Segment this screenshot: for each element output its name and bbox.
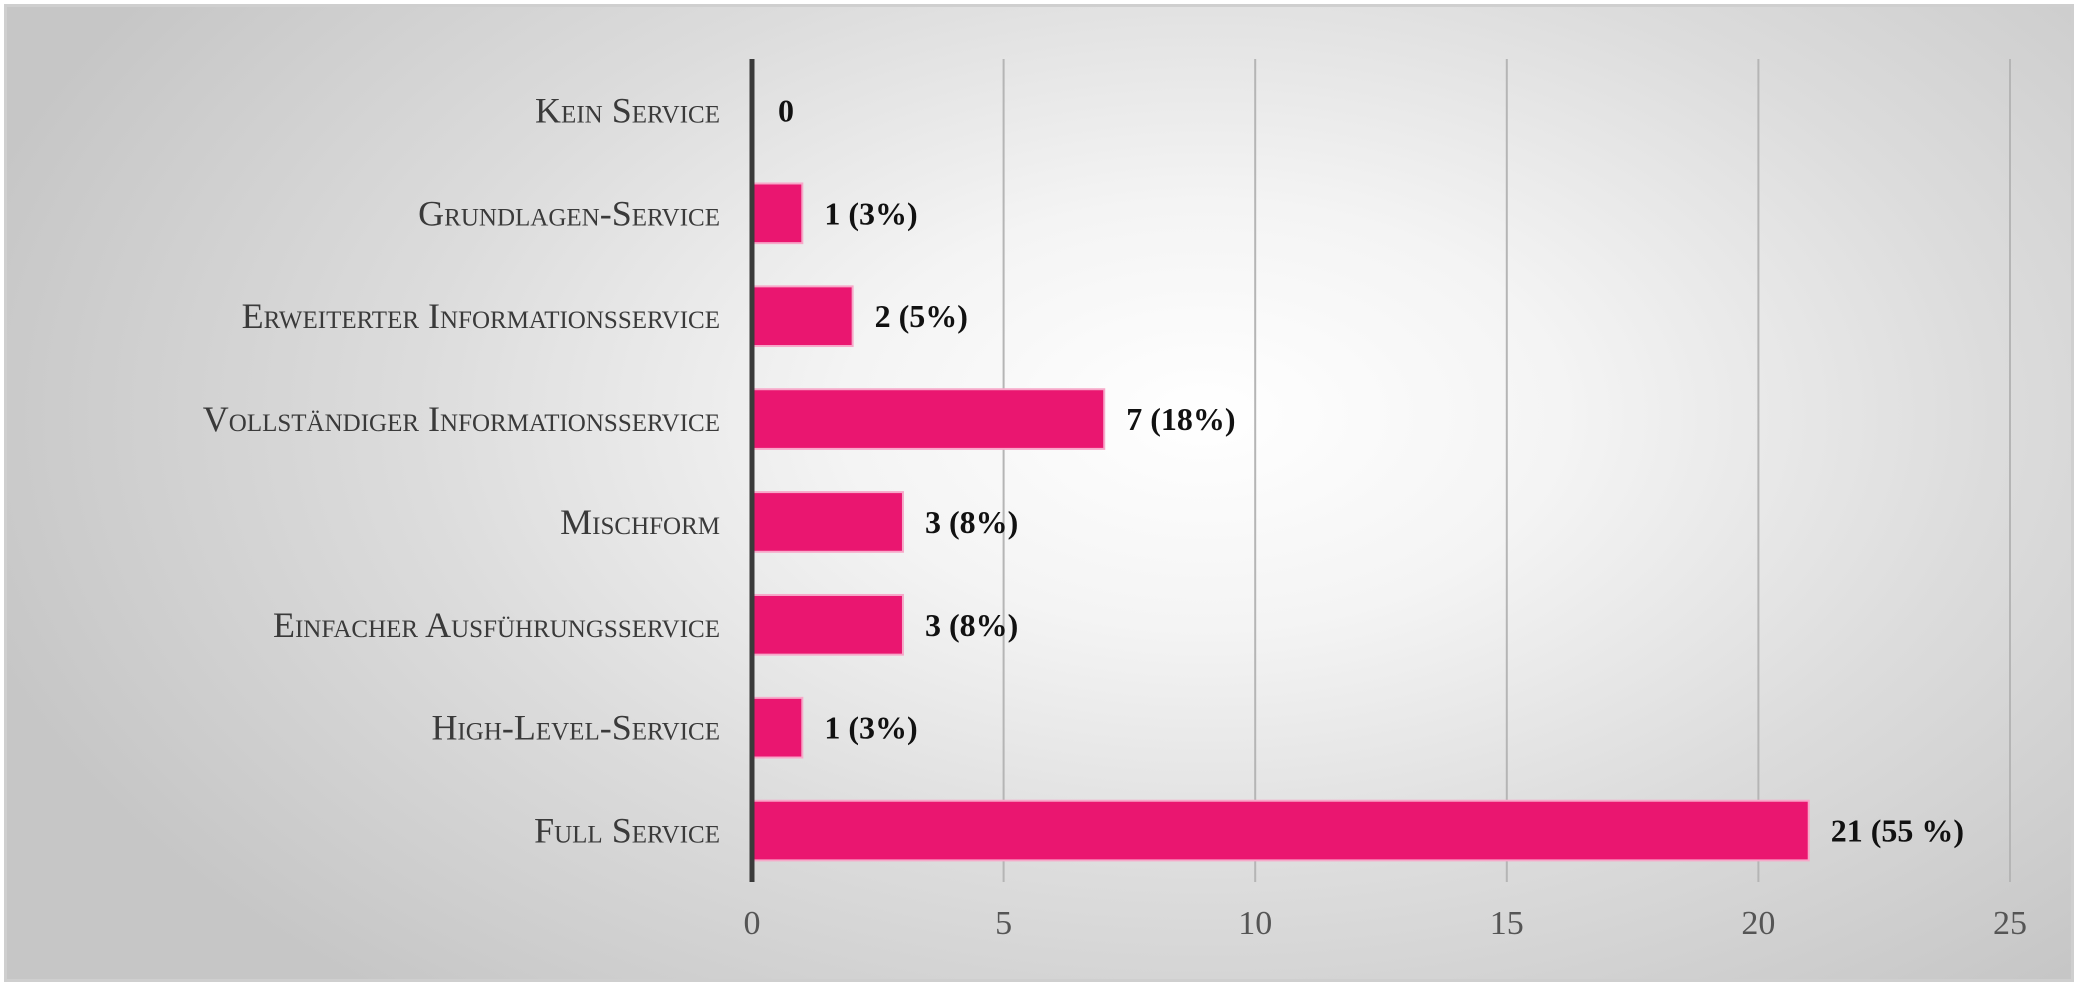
category-label: Vollständiger Informationsservice — [203, 399, 720, 439]
bar — [751, 491, 904, 553]
category-label: Grundlagen-Service — [418, 193, 720, 233]
data-label: 1 (3%) — [824, 195, 917, 231]
data-label: 3 (8%) — [925, 607, 1018, 643]
data-label: 2 (5%) — [875, 298, 968, 334]
data-label: 21 (55 %) — [1831, 813, 1964, 849]
category-label: Einfacher Ausführungsservice — [273, 605, 720, 645]
bar — [751, 182, 804, 245]
category-labels: Kein Service Grundlagen-Service Erweiterte… — [203, 90, 720, 850]
category-label: Kein Service — [535, 90, 720, 130]
category-label: Erweiterter Informationsservice — [242, 296, 720, 336]
x-tick-label: 20 — [1741, 905, 1775, 942]
data-label: 3 (8%) — [925, 504, 1018, 540]
data-label: 0 — [778, 92, 794, 128]
bar — [751, 593, 904, 656]
gridlines — [1002, 59, 2011, 882]
category-label: High-Level-Service — [431, 708, 720, 748]
x-tick-label: 15 — [1490, 905, 1524, 942]
data-labels: 0 1 (3%) 2 (5%) 7 (18%) 3 (8%) 3 (8%) 1 (3%) 21… — [778, 92, 1964, 848]
bar — [751, 799, 1810, 862]
data-label: 1 (3%) — [824, 710, 917, 746]
x-tick-label: 10 — [1238, 905, 1272, 942]
data-label: 7 (18%) — [1126, 401, 1235, 437]
category-label: Full Service — [534, 811, 720, 851]
bar — [751, 285, 854, 348]
bar — [751, 696, 804, 759]
bars — [751, 182, 1810, 862]
x-tick-labels: 0 5 10 15 20 25 — [744, 905, 2028, 942]
bar-chart: Kein Service Grundlagen-Service Erweiterte… — [203, 59, 2028, 942]
x-tick-label: 0 — [744, 905, 761, 942]
category-label: Mischform — [560, 502, 720, 542]
x-tick-label: 25 — [1993, 905, 2027, 942]
chart-frame: Kein Service Grundlagen-Service Erweiterte… — [4, 4, 2074, 982]
bar — [751, 388, 1106, 450]
x-tick-label: 5 — [995, 905, 1012, 942]
